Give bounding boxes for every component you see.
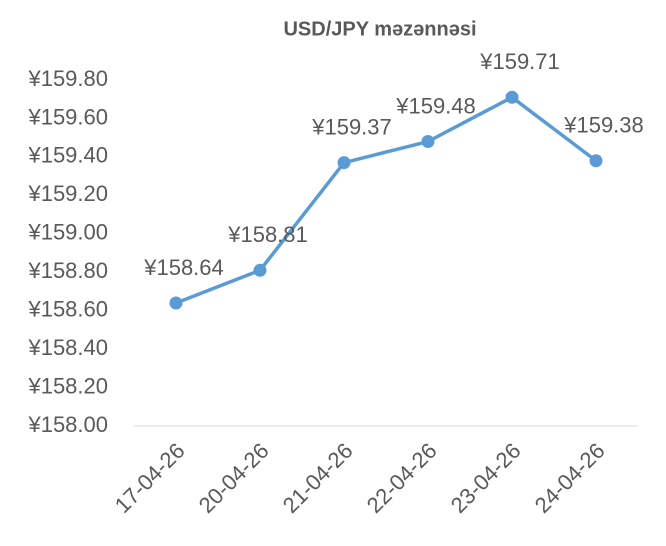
marker bbox=[169, 296, 183, 310]
x-tick-label: 23-04-26 bbox=[446, 438, 526, 518]
data-label: ¥159.48 bbox=[395, 93, 476, 118]
line bbox=[175, 95, 598, 305]
x-tick-label: 24-04-26 bbox=[530, 438, 610, 518]
marker bbox=[337, 156, 351, 170]
marker bbox=[421, 135, 435, 149]
y-tick-label: ¥158.20 bbox=[27, 373, 108, 398]
data-label: ¥158.81 bbox=[227, 222, 308, 247]
y-tick-label: ¥158.00 bbox=[27, 412, 108, 437]
data-label: ¥159.71 bbox=[479, 49, 560, 74]
chart-title: USD/JPY məzənnəsi bbox=[283, 18, 476, 40]
x-tick-label: 20-04-26 bbox=[194, 438, 274, 518]
marker bbox=[505, 90, 519, 104]
x-tick-label: 22-04-26 bbox=[362, 438, 442, 518]
data-label: ¥158.64 bbox=[143, 255, 224, 280]
y-tick-label: ¥159.60 bbox=[27, 104, 108, 129]
y-tick-label: ¥159.40 bbox=[27, 143, 108, 168]
data-label: ¥159.38 bbox=[563, 113, 644, 138]
y-tick-label: ¥159.00 bbox=[27, 220, 108, 245]
y-tick-label: ¥158.60 bbox=[27, 296, 108, 321]
marker bbox=[589, 154, 603, 168]
y-tick-label: ¥159.80 bbox=[27, 66, 108, 91]
x-tick-label: 21-04-26 bbox=[278, 438, 358, 518]
y-tick-label: ¥159.20 bbox=[27, 181, 108, 206]
x-tick-label: 17-04-26 bbox=[110, 438, 190, 518]
marker bbox=[253, 263, 267, 277]
data-label: ¥159.37 bbox=[311, 114, 392, 139]
y-tick-label: ¥158.40 bbox=[27, 335, 108, 360]
y-tick-label: ¥158.80 bbox=[27, 258, 108, 283]
